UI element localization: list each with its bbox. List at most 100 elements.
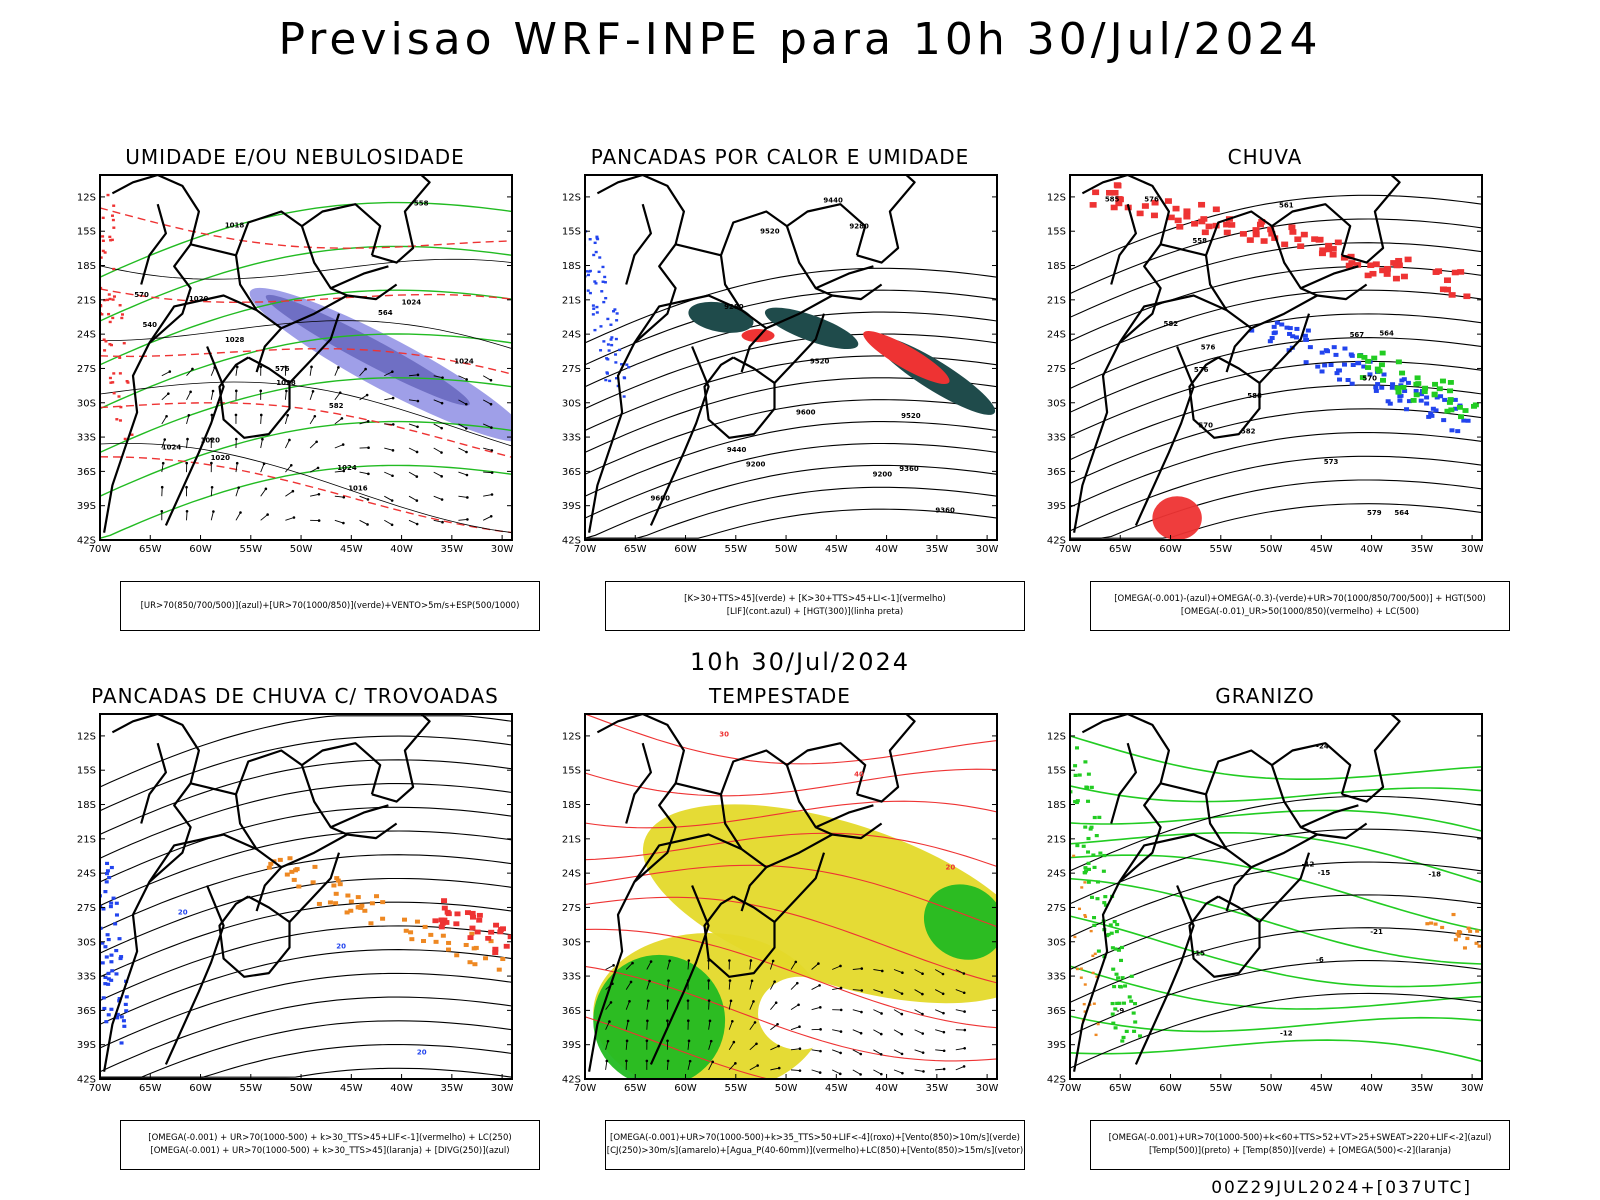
wind-vector bbox=[955, 1047, 965, 1051]
wind-vector bbox=[753, 1021, 757, 1024]
omega-strong-area bbox=[1448, 407, 1455, 413]
wind-vector bbox=[342, 495, 346, 499]
omega-strong-area bbox=[1361, 354, 1368, 360]
divergence-area bbox=[122, 1024, 127, 1028]
map-tempestade: 30 40 20 12S 15S 18S 21S 24S 27S 30S 33S 36S 39S 42S7… bbox=[562, 713, 999, 1094]
t850-contour bbox=[1132, 1029, 1137, 1033]
lif-contour bbox=[602, 300, 606, 304]
wind-vector bbox=[342, 469, 346, 473]
omega-strong-area bbox=[1431, 392, 1438, 398]
lon-label: 65W bbox=[139, 544, 162, 555]
wind-vector bbox=[860, 989, 864, 992]
wind-vector bbox=[433, 495, 443, 500]
legend-line-1: [OMEGA(-0.001)+UR>70(1000-500)+k>35_TTS>… bbox=[610, 1133, 1020, 1143]
lon-label: 65W bbox=[1109, 1083, 1132, 1094]
omega-area bbox=[1356, 361, 1362, 366]
t850-contour bbox=[1113, 947, 1118, 951]
wind-vector bbox=[259, 365, 263, 369]
wind-vector bbox=[187, 413, 191, 417]
omega-500-area bbox=[1083, 881, 1087, 884]
divergence-area bbox=[114, 913, 119, 917]
legend-line-2: [OMEGA(-0.01)_UR>50(1000/850)(vermelho) … bbox=[1180, 607, 1420, 617]
lc250-streamline bbox=[100, 735, 512, 812]
lat-label: 21S bbox=[562, 834, 581, 845]
lif-contour bbox=[612, 310, 616, 313]
t850-contour bbox=[1138, 1034, 1143, 1038]
rain-ur-area bbox=[1324, 246, 1332, 253]
omega-strong-area bbox=[1432, 381, 1439, 387]
lat-label: 24S bbox=[562, 869, 581, 880]
omega-area bbox=[1373, 385, 1379, 390]
contour-label: 588 bbox=[1247, 392, 1262, 400]
rain-ur-area bbox=[1106, 189, 1114, 196]
omega-strong-area bbox=[1462, 408, 1469, 413]
map-content: 9600 9520 9520 9600 9520 9440 9360 9280 9200 9440… bbox=[585, 175, 997, 539]
country-border bbox=[856, 714, 916, 803]
wind-vector bbox=[366, 523, 369, 526]
wind-vector bbox=[490, 449, 494, 452]
andes-marker bbox=[91, 204, 94, 206]
thunder-orange-area bbox=[496, 967, 502, 972]
omega-500-area bbox=[1451, 912, 1456, 917]
lat-label: 21S bbox=[562, 295, 581, 306]
rain-ur-area bbox=[1252, 231, 1260, 238]
wind-vector bbox=[942, 1011, 945, 1015]
lif-contour bbox=[591, 304, 595, 307]
wind-vector bbox=[893, 1069, 903, 1074]
t850-contour bbox=[1133, 1002, 1138, 1006]
wind-vector bbox=[185, 461, 189, 465]
map-umidade: 1016 1018 1020 1020 1024 1024 1024 1028 1028 1020… bbox=[77, 174, 514, 555]
wind-vector bbox=[771, 959, 775, 963]
thunder-orange-area bbox=[268, 861, 274, 866]
wind-vector bbox=[798, 1069, 802, 1072]
hgt500-contour bbox=[1070, 408, 1482, 484]
map-border bbox=[584, 174, 998, 541]
t500-contour bbox=[1070, 992, 1482, 1069]
divergence-area bbox=[102, 1006, 107, 1011]
andes-marker bbox=[125, 379, 129, 383]
t850-contour bbox=[1101, 869, 1106, 873]
omega-500-area bbox=[1083, 983, 1087, 986]
lon-label: 55W bbox=[239, 1083, 262, 1094]
contour-label: 9440 bbox=[823, 197, 843, 205]
wind-vector bbox=[666, 960, 671, 970]
wind-vector bbox=[210, 413, 214, 417]
wind-vector bbox=[666, 999, 670, 1002]
wind-vector bbox=[770, 981, 776, 990]
contour-label: 20 bbox=[946, 863, 956, 871]
wind-vector bbox=[629, 980, 633, 984]
omega-500-area bbox=[1466, 926, 1471, 930]
lif-contour bbox=[601, 265, 605, 269]
lat-label: 15S bbox=[77, 227, 96, 238]
wind-vector bbox=[191, 367, 194, 371]
wind-vector bbox=[914, 1029, 923, 1034]
country-border bbox=[1258, 313, 1311, 384]
country-border bbox=[234, 203, 382, 311]
wind-vector bbox=[873, 989, 883, 993]
t850-contour bbox=[1073, 764, 1078, 768]
t850-contour bbox=[1083, 866, 1088, 870]
lon-label: 35W bbox=[1411, 1083, 1434, 1094]
t850-contour bbox=[1086, 772, 1091, 776]
rain-ur-area bbox=[1311, 236, 1319, 242]
lif-contour bbox=[586, 273, 590, 277]
omega-area bbox=[1428, 411, 1434, 416]
lif-contour bbox=[595, 236, 599, 240]
wind-vector bbox=[873, 1069, 882, 1075]
hgt300-contour bbox=[585, 399, 997, 475]
wind-vector bbox=[963, 1010, 966, 1013]
wind-vector bbox=[408, 447, 418, 453]
wind-vector bbox=[625, 1040, 628, 1050]
lat-label: 39S bbox=[562, 501, 581, 512]
lat-label: 18S bbox=[562, 261, 581, 272]
map-frame bbox=[100, 714, 512, 1079]
omega-500-area bbox=[1082, 1002, 1086, 1006]
wind-vector bbox=[466, 518, 469, 521]
lif-contour bbox=[595, 311, 599, 314]
rain-ur-area bbox=[1150, 212, 1158, 219]
contour-label: 570 bbox=[1198, 422, 1213, 430]
omega-area bbox=[1379, 385, 1385, 390]
lif-contour bbox=[593, 280, 597, 283]
contour-label: 570 bbox=[134, 291, 149, 299]
omega-area bbox=[1405, 380, 1411, 385]
